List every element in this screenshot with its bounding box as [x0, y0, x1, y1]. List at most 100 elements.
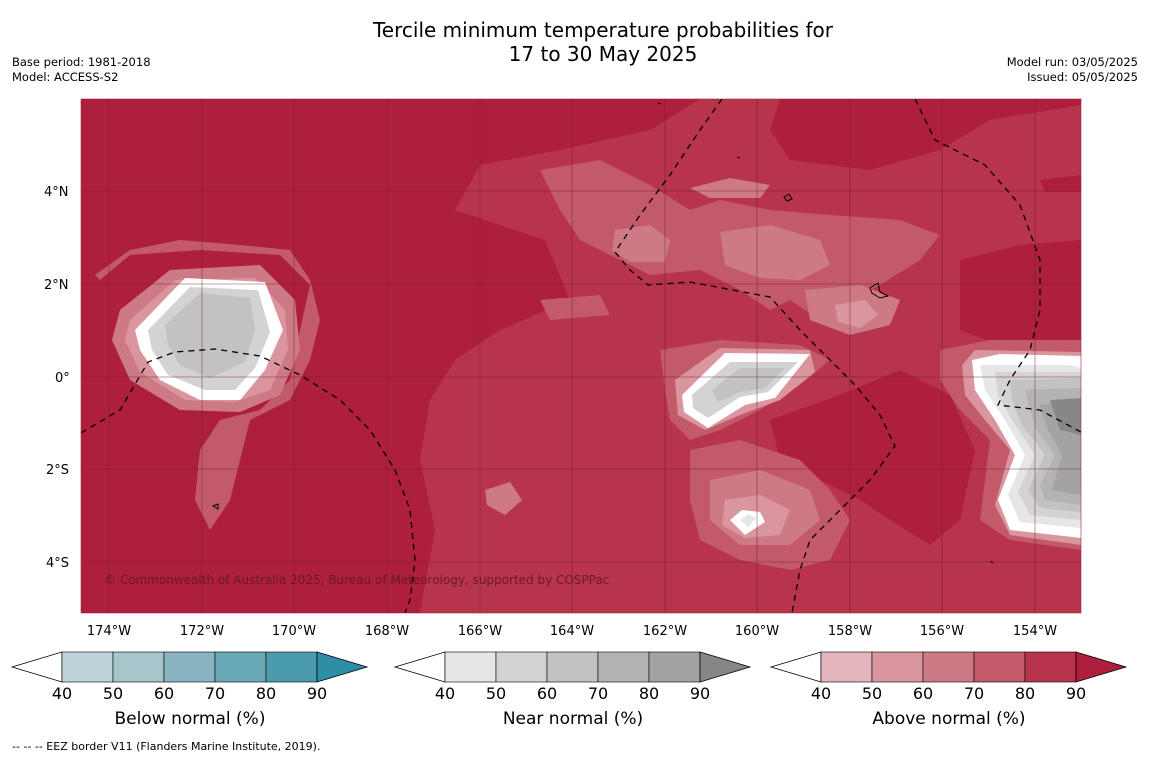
colorbar-tick-label: 80 [256, 684, 276, 703]
copyright-text: © Commonwealth of Australia 2025, Bureau… [104, 573, 609, 587]
field-above-60-f [485, 482, 522, 515]
colorbar-tick-label: 90 [307, 684, 327, 703]
south-grey-patch [740, 514, 756, 527]
colorbar-tick-label: 80 [1015, 684, 1035, 703]
colorbar-tick-label: 50 [862, 684, 882, 703]
colorbar-segment [444, 651, 497, 683]
colorbar-tick-label: 60 [154, 684, 174, 703]
issued-date: Issued: 05/05/2025 [1027, 70, 1138, 84]
island-small-3 [989, 560, 994, 564]
island-small-2 [657, 102, 662, 105]
map-title: Tercile minimum temperature probabilitie… [0, 18, 1150, 66]
colorbar-segment [265, 651, 318, 683]
field-above-70-f [540, 295, 610, 320]
map-field: © Commonwealth of Australia 2025, Bureau… [81, 99, 1081, 613]
lon-label-160w: 160°W [735, 624, 779, 639]
model-run: Model run: 03/05/2025 [1006, 55, 1138, 69]
eez-border-central [614, 99, 896, 613]
colorbar-segment [112, 651, 165, 683]
title-line-1: Tercile minimum temperature probabilitie… [372, 18, 834, 42]
title-line-2: 17 to 30 May 2025 [508, 42, 698, 66]
base-period: Base period: 1981-2018 [12, 55, 151, 69]
colorbar-segment [648, 651, 701, 683]
island-swains [211, 503, 219, 510]
longitude-labels: 174°W 172°W 170°W 168°W 166°W 164°W 162°… [87, 624, 1057, 639]
island-jarvis [783, 193, 793, 202]
colorbar-extend-high [1075, 651, 1128, 683]
lon-label-162w: 162°W [643, 624, 687, 639]
colorbar-segment [973, 651, 1026, 683]
run-info: Model run: 03/05/2025 Issued: 05/05/2025 [1007, 55, 1138, 85]
colorbar-extend-high [316, 651, 369, 683]
field-above-90-east [960, 240, 1081, 345]
gridlines [81, 99, 1081, 613]
colorbar-segment [214, 651, 267, 683]
eez-legend-note: -- -- -- EEZ border V11 (Flanders Marine… [12, 740, 321, 753]
colorbar-tick-label: 90 [690, 684, 710, 703]
colorbar-extend-low [769, 651, 822, 683]
model-info: Base period: 1981-2018 Model: ACCESS-S2 [12, 55, 151, 85]
map-frame [80, 98, 1082, 614]
lon-label-164w: 164°W [550, 624, 594, 639]
colorbar-tick-label: 70 [588, 684, 608, 703]
colorbar-segment [922, 651, 975, 683]
field-above-90-mid [770, 99, 1081, 170]
lat-label-2s: 2°S [46, 463, 69, 478]
colorbar-tick-label: 90 [1066, 684, 1086, 703]
colorbar-tick-label: 40 [435, 684, 455, 703]
colorbar-tick-label: 70 [964, 684, 984, 703]
west-near-normal-core [165, 293, 255, 378]
colorbar-extend-low [10, 651, 63, 683]
colorbar-segment [495, 651, 548, 683]
colorbar-segment [546, 651, 599, 683]
lon-label-166w: 166°W [458, 624, 502, 639]
colorbar-segment [163, 651, 216, 683]
islands [211, 102, 994, 564]
island-small-1 [736, 156, 741, 159]
colorbar-below-normal: 40 50 60 70 80 90 [10, 651, 369, 703]
colorbar-tick-label: 70 [205, 684, 225, 703]
lat-label-4n: 4°N [44, 185, 69, 200]
lat-label-2n: 2°N [44, 278, 69, 293]
eez-borders [81, 99, 1081, 613]
lon-label-174w: 174°W [87, 624, 131, 639]
colorbar-tick-label: 60 [537, 684, 557, 703]
lon-label-172w: 172°W [180, 624, 224, 639]
colorbar-extend-low [393, 651, 446, 683]
lon-label-156w: 156°W [920, 624, 964, 639]
latitude-labels: 4°N 2°N 0° 2°S 4°S [44, 185, 70, 571]
colorbar-tick-label: 40 [811, 684, 831, 703]
colorbar-tick-label: 50 [486, 684, 506, 703]
eez-border-east [914, 99, 1081, 433]
field-above-50-a [835, 300, 878, 328]
field-above-60-b [720, 225, 830, 280]
colorbar-tick-label: 50 [103, 684, 123, 703]
colorbar-near-normal: 40 50 60 70 80 90 [393, 651, 752, 703]
colorbar-title-below-normal: Below normal (%) [114, 709, 266, 729]
colorbar-segment [871, 651, 924, 683]
lon-label-168w: 168°W [365, 624, 409, 639]
lon-label-158w: 158°W [828, 624, 872, 639]
colorbar-title-near-normal: Near normal (%) [502, 709, 644, 729]
colorbar-segment [597, 651, 650, 683]
field-above-70-d [95, 240, 320, 530]
island-kiritimati [869, 282, 890, 299]
lon-label-154w: 154°W [1013, 624, 1057, 639]
lon-label-170w: 170°W [272, 624, 316, 639]
colorbar-above-normal: 40 50 60 70 80 90 [769, 651, 1128, 703]
central-near-normal-core [712, 368, 785, 402]
colorbar-tick-label: 60 [913, 684, 933, 703]
colorbar-extend-high [699, 651, 752, 683]
colorbar-segment [820, 651, 873, 683]
colorbar-segment [61, 651, 114, 683]
colorbar-tick-label: 40 [52, 684, 72, 703]
field-above-60-e [690, 178, 770, 198]
lat-label-0: 0° [55, 371, 70, 386]
colorbar-segment [1024, 651, 1077, 683]
field-above-90-se [1040, 175, 1081, 192]
lat-label-4s: 4°S [46, 556, 69, 571]
model-name: Model: ACCESS-S2 [12, 70, 119, 84]
field-above-90-west [81, 99, 700, 613]
field-above-90-south [770, 370, 975, 545]
